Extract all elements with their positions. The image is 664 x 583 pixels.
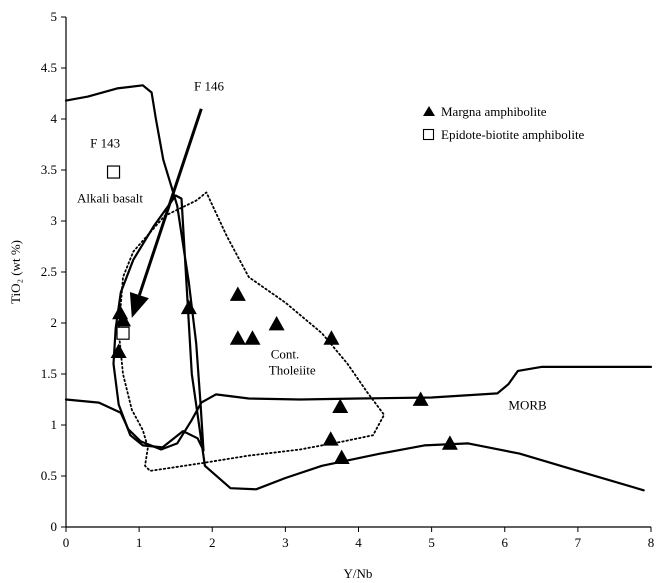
- point-epidote-biotite-amphibolite: [106, 165, 121, 179]
- legend-label-margna: Margna amphibolite: [441, 104, 547, 119]
- point-margna-amphibolite: [244, 330, 261, 345]
- field-boundaries: [64, 84, 653, 492]
- y-tick-label: 4: [51, 111, 58, 126]
- x-tick-label: 6: [502, 535, 509, 550]
- annotation-morb: MORB: [508, 398, 547, 413]
- data-points: [106, 165, 458, 465]
- y-tick-label: 1.5: [41, 366, 57, 381]
- point-margna-amphibolite: [229, 330, 246, 345]
- field-boundary-alkali-basalt: [64, 84, 645, 492]
- y-axis-title: TiO₂ (wt %): [8, 240, 23, 304]
- y-tick-label: 4.5: [41, 60, 57, 75]
- annotations: Alkali basalt MORB Cont. Tholeiite F 146…: [77, 78, 547, 412]
- x-tick-label: 8: [648, 535, 655, 550]
- point-margna-amphibolite: [229, 286, 246, 301]
- annotation-f143: F 143: [90, 136, 120, 151]
- y-tick-label: 1: [51, 417, 58, 432]
- legend-marker-epidote: [422, 128, 435, 141]
- x-tick-label: 1: [136, 535, 143, 550]
- annotation-cont-tholeiite-line1: Cont.: [271, 347, 300, 362]
- field-boundary-morb: [64, 365, 653, 451]
- point-margna-amphibolite: [110, 343, 127, 358]
- y-tick-label: 2.5: [41, 264, 57, 279]
- annotation-cont-tholeiite-line2: Tholeiite: [269, 363, 316, 378]
- legend-label-epidote: Epidote-biotite amphibolite: [441, 127, 585, 142]
- legend-marker-margna: [423, 106, 435, 116]
- field-boundary-cont-tholeiite: [117, 191, 385, 472]
- x-tick-label: 2: [209, 535, 216, 550]
- point-margna-amphibolite: [115, 311, 132, 327]
- point-margna-amphibolite: [441, 435, 458, 450]
- arrow-f146-head: [129, 291, 149, 318]
- y-tick-label: 3: [51, 213, 58, 228]
- annotation-cont-tholeiite: Cont. Tholeiite: [269, 347, 316, 378]
- annotation-alkali-basalt: Alkali basalt: [77, 191, 143, 206]
- x-tick-label: 3: [282, 535, 289, 550]
- x-axis-title: Y/Nb: [344, 566, 373, 581]
- point-margna-amphibolite: [412, 391, 429, 406]
- point-margna-amphibolite: [332, 398, 349, 414]
- ticks: 0 1 2 3 4 5 6 7 8 0 0.5 1 1.5 2 2.5 3 3.5 4 4.5 5: [41, 9, 655, 550]
- point-epidote-biotite-amphibolite: [116, 326, 130, 340]
- point-margna-amphibolite: [323, 330, 340, 345]
- y-tick-label: 3.5: [41, 162, 57, 177]
- x-tick-label: 4: [355, 535, 362, 550]
- legend: Margna amphibolite Epidote-biotite amphi…: [422, 104, 585, 142]
- annotation-f146: F 146: [194, 78, 224, 93]
- y-tick-label: 0.5: [41, 468, 57, 483]
- point-margna-amphibolite: [333, 449, 350, 465]
- point-margna-amphibolite: [268, 316, 285, 331]
- y-tick-label: 5: [51, 9, 58, 24]
- x-tick-label: 5: [428, 535, 435, 550]
- y-tick-label: 2: [51, 315, 58, 330]
- x-tick-label: 0: [63, 535, 70, 550]
- point-margna-amphibolite: [180, 299, 197, 315]
- axes: [65, 17, 651, 528]
- axis-titles: Y/Nb TiO₂ (wt %): [8, 240, 372, 581]
- arrow-f146-shaft: [137, 108, 203, 296]
- x-tick-label: 7: [575, 535, 582, 550]
- y-tick-label: 0: [51, 519, 58, 534]
- point-margna-amphibolite: [322, 431, 339, 446]
